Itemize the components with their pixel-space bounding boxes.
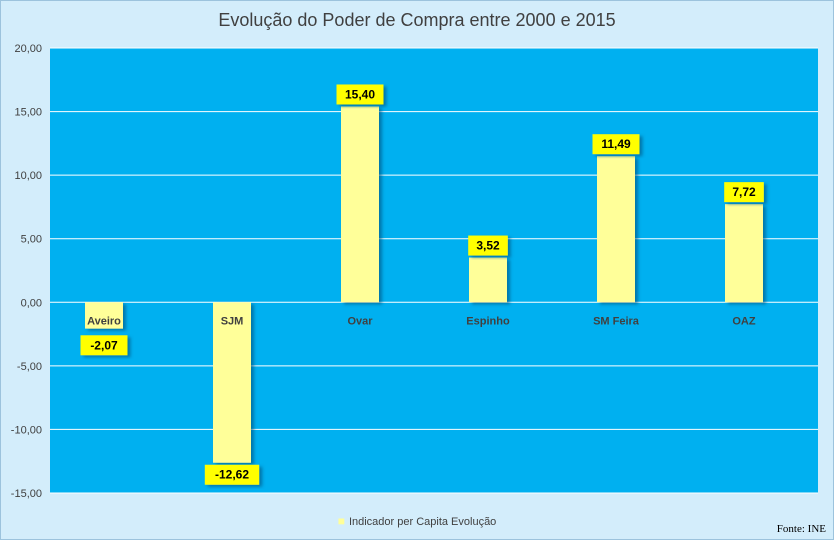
data-label: 3,52 xyxy=(476,239,500,253)
data-label-box xyxy=(468,235,508,256)
x-tick-label: Ovar xyxy=(347,315,373,327)
y-tick-label: 0,00 xyxy=(21,297,42,309)
data-label: 7,72 xyxy=(732,185,756,199)
y-tick-label: 15,00 xyxy=(14,107,42,119)
bar xyxy=(85,302,123,329)
data-label-box xyxy=(724,182,764,203)
data-label-box xyxy=(592,134,640,155)
y-tick-label: -15,00 xyxy=(11,488,42,500)
plot-area xyxy=(50,48,818,493)
y-tick-label: 10,00 xyxy=(14,170,42,182)
x-tick-label: SJM xyxy=(221,315,244,327)
data-label: 11,49 xyxy=(601,137,631,151)
data-label-box xyxy=(204,464,260,485)
bar xyxy=(213,302,251,463)
data-label-box xyxy=(80,335,128,356)
data-label: 15,40 xyxy=(345,87,375,101)
chart-title: Evolução do Poder de Compra entre 2000 e… xyxy=(218,10,616,30)
x-tick-label: SM Feira xyxy=(593,315,640,327)
y-tick-label: -5,00 xyxy=(17,361,42,373)
legend-label: Indicador per Capita Evolução xyxy=(348,516,497,528)
data-label: -12,62 xyxy=(215,468,249,482)
bar xyxy=(341,106,379,303)
bar xyxy=(469,257,507,303)
y-tick-label: -10,00 xyxy=(11,424,42,436)
bar xyxy=(597,156,635,303)
data-label: -2,07 xyxy=(90,338,118,352)
source-note: Fonte: INE xyxy=(776,523,826,535)
bar xyxy=(725,204,763,303)
y-tick-label: 5,00 xyxy=(21,234,42,246)
x-tick-label: Espinho xyxy=(466,315,510,327)
x-tick-label: Aveiro xyxy=(87,315,121,327)
legend: ■ Indicador per Capita Evolução xyxy=(0,514,834,528)
legend-marker: ■ xyxy=(337,514,345,528)
x-tick-label: OAZ xyxy=(732,315,756,327)
y-tick-label: 20,00 xyxy=(14,43,42,55)
data-label-box xyxy=(336,84,384,105)
